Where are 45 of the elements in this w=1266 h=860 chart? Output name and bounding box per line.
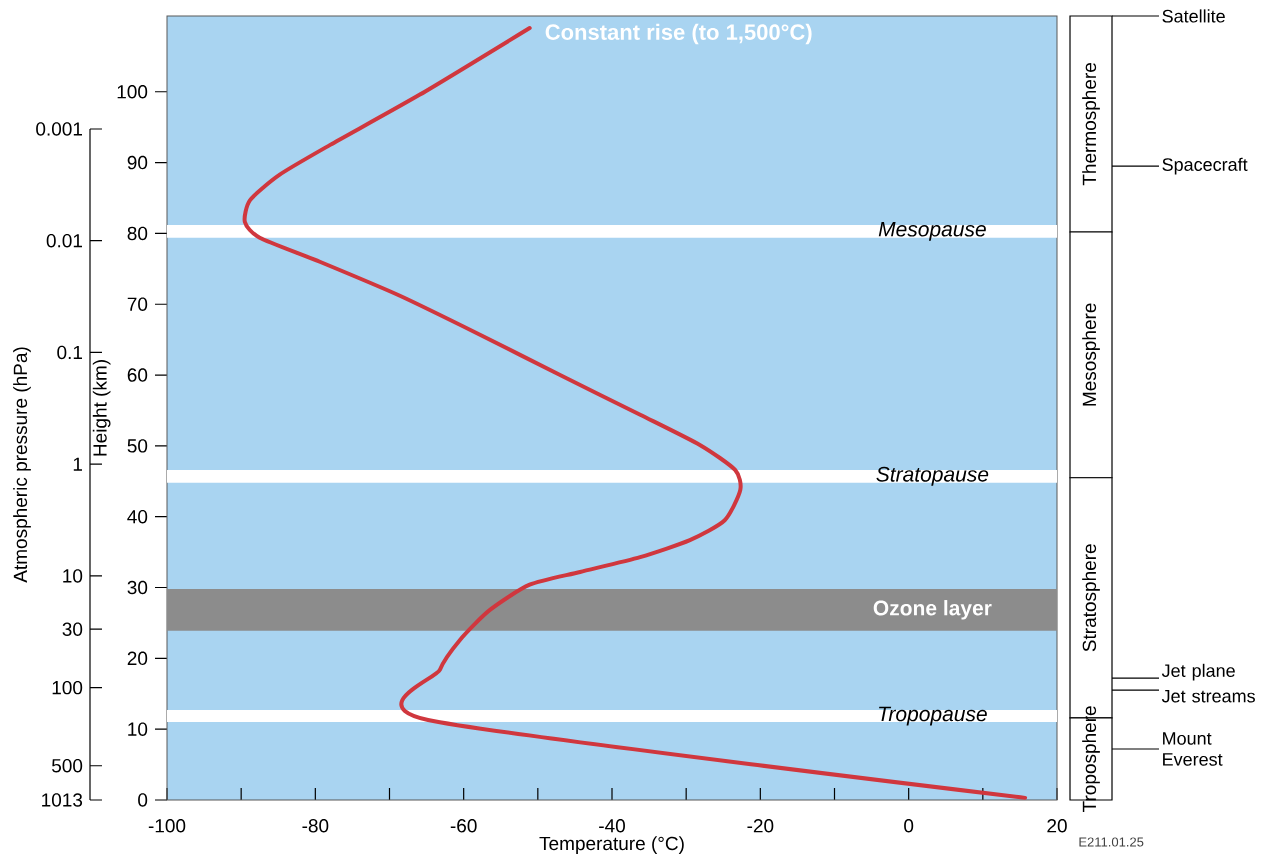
series-label: Troposphere: [1082, 706, 1100, 812]
x-tick-label: -20: [747, 819, 774, 833]
x-tick-label: 20: [1047, 819, 1067, 833]
y-tick-label: 80: [127, 226, 148, 241]
y2-tick-label: 1013: [42, 793, 83, 807]
band-label: Mesopause: [878, 221, 986, 241]
y-tick-label: 90: [127, 155, 148, 170]
y-tick-label: 30: [127, 580, 148, 595]
y-tick-label: 60: [127, 368, 148, 382]
x-axis-title: Temperature (°C): [539, 836, 684, 854]
y2-tick-label: 10: [63, 569, 83, 583]
y-tick-label: 0: [138, 793, 148, 807]
y-tick-label: 70: [127, 297, 148, 311]
y-tick-label: 50: [127, 439, 148, 453]
y-tick-label: 10: [128, 722, 148, 736]
y-axis-title: Height (km): [92, 360, 111, 456]
y2-tick-label: 100: [52, 680, 83, 695]
series-label: Thermosphere: [1082, 63, 1100, 186]
ref-line-label: Satellite: [1162, 9, 1225, 23]
y2-tick-label: 0.01: [46, 233, 82, 248]
y2-tick-label: 0.001: [36, 122, 82, 136]
y-tick-label: 40: [127, 509, 148, 524]
y2-tick-label: 30: [62, 622, 83, 636]
x-tick-label: -100: [148, 819, 186, 833]
band-label: Ozone layer: [873, 600, 992, 620]
ref-line-label: Spacecraft: [1162, 157, 1248, 175]
y2-tick-label: 500: [51, 759, 83, 773]
ref-line-label: Jet plane: [1161, 663, 1235, 681]
annotation: Constant rise (to 1,500°C): [545, 23, 812, 45]
band-label: Tropopause: [879, 706, 987, 726]
ref-line-label: Mount Everest: [1163, 732, 1223, 766]
x-tick-label: 0: [904, 819, 914, 833]
series-label: Mesosphere: [1082, 303, 1100, 406]
y-tick-label: 20: [127, 651, 148, 666]
ref-line-label: Jet streams: [1161, 689, 1255, 703]
band-label: Stratopause: [876, 466, 989, 486]
x-tick-label: -40: [599, 819, 625, 833]
x-tick-label: -80: [302, 819, 329, 833]
y2-tick-label: 1: [73, 457, 82, 471]
series-label: Stratosphere: [1082, 544, 1100, 652]
x-tick-label: -60: [450, 819, 477, 833]
y2-tick-label: 0.1: [57, 345, 82, 360]
y2-axis-title: Atmospheric pressure (hPa): [13, 347, 31, 583]
text: E211.01.25: [1079, 837, 1144, 847]
y-tick-label: 100: [117, 85, 148, 99]
